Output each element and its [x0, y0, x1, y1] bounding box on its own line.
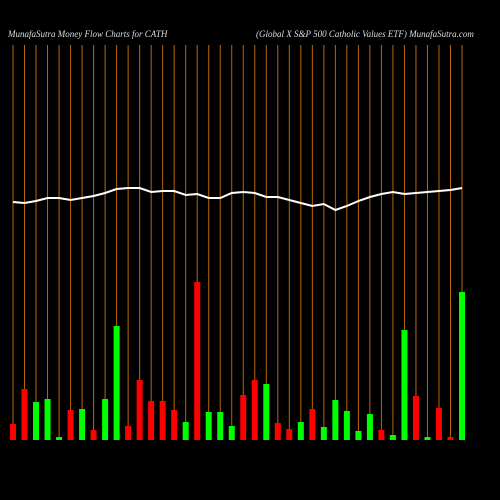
bar	[10, 424, 16, 440]
bar	[56, 437, 63, 440]
bar	[297, 422, 304, 440]
bar	[205, 412, 212, 440]
bar	[309, 409, 316, 440]
bar	[459, 292, 465, 440]
bar	[332, 400, 339, 440]
bar	[182, 422, 189, 440]
bar	[33, 402, 40, 440]
bar	[263, 384, 270, 440]
bar	[401, 330, 408, 440]
price-line	[12, 187, 463, 212]
bar	[412, 396, 419, 440]
bar	[44, 399, 51, 440]
bar	[389, 435, 396, 440]
bar	[159, 401, 166, 440]
bar	[171, 410, 178, 440]
bar	[125, 426, 132, 440]
bar	[67, 410, 74, 440]
bar	[424, 437, 431, 440]
bar	[90, 430, 97, 440]
bar	[366, 414, 373, 440]
bar	[228, 426, 235, 440]
bar	[21, 389, 28, 440]
chart-subtitle: (Global X S&P 500 Catholic Values ETF) M…	[256, 29, 474, 39]
bar	[447, 437, 454, 440]
bar	[113, 326, 120, 440]
bar	[79, 409, 86, 440]
bar	[378, 430, 385, 440]
bar	[286, 429, 293, 440]
bar	[251, 380, 258, 440]
bar	[355, 431, 362, 440]
bar	[240, 395, 247, 440]
bar	[148, 401, 155, 440]
bar	[343, 411, 350, 440]
bar	[435, 408, 442, 440]
bar	[102, 399, 109, 440]
bar	[194, 282, 201, 440]
bar	[320, 427, 327, 440]
bar	[136, 380, 143, 440]
bar	[217, 412, 224, 440]
bar	[274, 423, 281, 440]
chart-title: MunafaSutra Money Flow Charts for CATH	[7, 29, 168, 39]
